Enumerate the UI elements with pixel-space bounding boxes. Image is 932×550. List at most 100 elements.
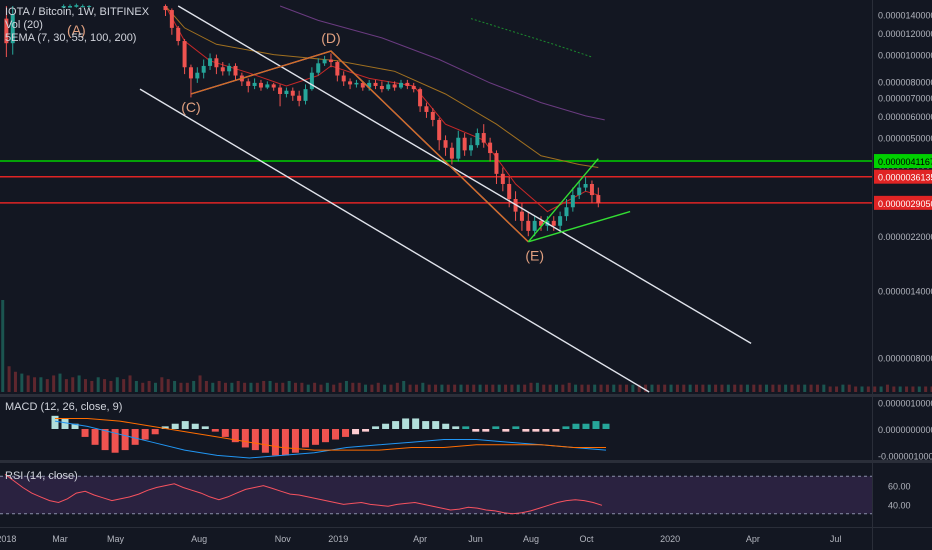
trendline-4	[527, 158, 599, 243]
candle-body	[68, 6, 73, 8]
legend-rsi[interactable]: RSI (14, close)	[5, 470, 78, 482]
macd-histogram-bar	[211, 429, 219, 432]
volume-bar	[854, 386, 858, 392]
legend-ema[interactable]: 5EMA (7, 30, 55, 100, 200)	[5, 32, 137, 44]
time-tick-label: 2020	[660, 534, 680, 544]
volume-bar	[516, 384, 520, 392]
macd-histogram-bar	[51, 415, 59, 429]
volume-bar	[574, 384, 578, 392]
candle-body	[583, 183, 588, 188]
volume-bar	[478, 384, 482, 392]
candle-body	[551, 220, 556, 226]
macd-histogram-bar	[582, 423, 590, 429]
volume-bar	[758, 384, 762, 392]
volume-bar	[421, 382, 425, 392]
volume-bar	[141, 382, 145, 392]
candle-body	[437, 119, 442, 141]
candle-body	[481, 133, 486, 143]
candle-body	[475, 133, 480, 146]
macd-histogram-bar	[311, 429, 319, 445]
legend-symbol[interactable]: IOTA / Bitcoin, 1W, BITFINEX	[5, 6, 150, 18]
volume-bar	[249, 382, 253, 392]
macd-histogram-bar	[111, 429, 119, 453]
candle-body	[456, 137, 461, 159]
candle-body	[348, 81, 353, 85]
volume-bar	[669, 384, 673, 392]
volume-bar	[122, 379, 126, 392]
time-tick-label: Nov	[275, 534, 292, 544]
macd-histogram-bar	[301, 429, 309, 448]
price-badge-label: 0.0000041167	[878, 157, 932, 167]
volume-bar	[898, 386, 902, 392]
candle-body	[208, 58, 213, 66]
volume-bar	[274, 382, 278, 392]
macd-tick-label: -0.0000010000	[878, 451, 932, 461]
macd-histogram-bar	[81, 429, 89, 437]
time-tick-label: Aug	[191, 534, 207, 544]
legend-volume[interactable]: Vol (20)	[5, 19, 43, 31]
volume-bar	[33, 377, 37, 392]
volume-bar	[7, 366, 11, 392]
candle-body	[163, 6, 168, 11]
candle-body	[405, 82, 410, 86]
candle-body	[354, 82, 359, 85]
price-badge	[874, 169, 932, 184]
price-tick-label: 0.0000022000	[878, 232, 932, 242]
volume-bar	[523, 384, 527, 392]
volume-bar	[892, 386, 896, 392]
volume-bar	[376, 382, 380, 392]
candle-body	[500, 173, 505, 184]
candle-body	[61, 6, 66, 8]
macd-histogram-bar	[442, 423, 450, 429]
ema-line-3	[470, 18, 593, 58]
volume-bar	[408, 384, 412, 392]
volume-bar	[319, 384, 323, 392]
volume-bar	[828, 386, 832, 392]
volume-bar	[64, 379, 68, 392]
candle-body	[80, 6, 85, 7]
volume-bar	[179, 382, 183, 392]
candle-body	[411, 85, 416, 90]
volume-bar	[211, 382, 215, 392]
candle-body	[297, 95, 302, 101]
volume-bar	[771, 384, 775, 392]
price-tick-label: 0.0000014000	[878, 286, 932, 296]
volume-bar	[593, 384, 597, 392]
volume-bar	[255, 382, 259, 392]
macd-histogram-bar	[101, 429, 109, 451]
price-badges-layer: 0.0000041167 0.0000036135 0.0000029050	[874, 154, 932, 210]
volume-bar	[695, 384, 699, 392]
trendlines-layer	[139, 5, 752, 393]
macd-histogram-bar	[552, 429, 560, 432]
volume-bar	[332, 384, 336, 392]
volume-bar	[198, 375, 202, 392]
volume-bar	[236, 380, 240, 392]
volume-bar	[294, 382, 298, 392]
volume-bar	[866, 386, 870, 392]
macd-tick-label: 0.0000000000	[878, 425, 932, 435]
volume-bar	[682, 384, 686, 392]
volume-bar	[287, 380, 291, 392]
macd-histogram-bar	[91, 429, 99, 445]
candle-body	[449, 147, 454, 159]
macd-signal-line	[55, 418, 606, 451]
macd-histogram-bar	[321, 429, 329, 443]
price-tick-label: 0.0000060000	[878, 112, 932, 122]
candle-body	[379, 85, 384, 90]
macd-histogram-bar	[512, 426, 520, 429]
time-tick-label: Apr	[746, 534, 760, 544]
macd-histogram-bar	[362, 429, 370, 432]
volume-bar	[166, 379, 170, 392]
pane-separator-macd	[0, 394, 932, 397]
volume-bar	[185, 382, 189, 392]
macd-histogram-bar	[251, 429, 259, 451]
macd-histogram-bar	[572, 423, 580, 429]
candle-body	[507, 183, 512, 199]
volume-bar	[765, 384, 769, 392]
candle-body	[328, 59, 333, 63]
price-badge	[874, 195, 932, 210]
price-tick-label: 0.0000120000	[878, 29, 932, 39]
macd-histogram-bar	[522, 429, 530, 432]
time-tick-label: Apr	[413, 534, 427, 544]
legend-macd[interactable]: MACD (12, 26, close, 9)	[5, 401, 123, 413]
